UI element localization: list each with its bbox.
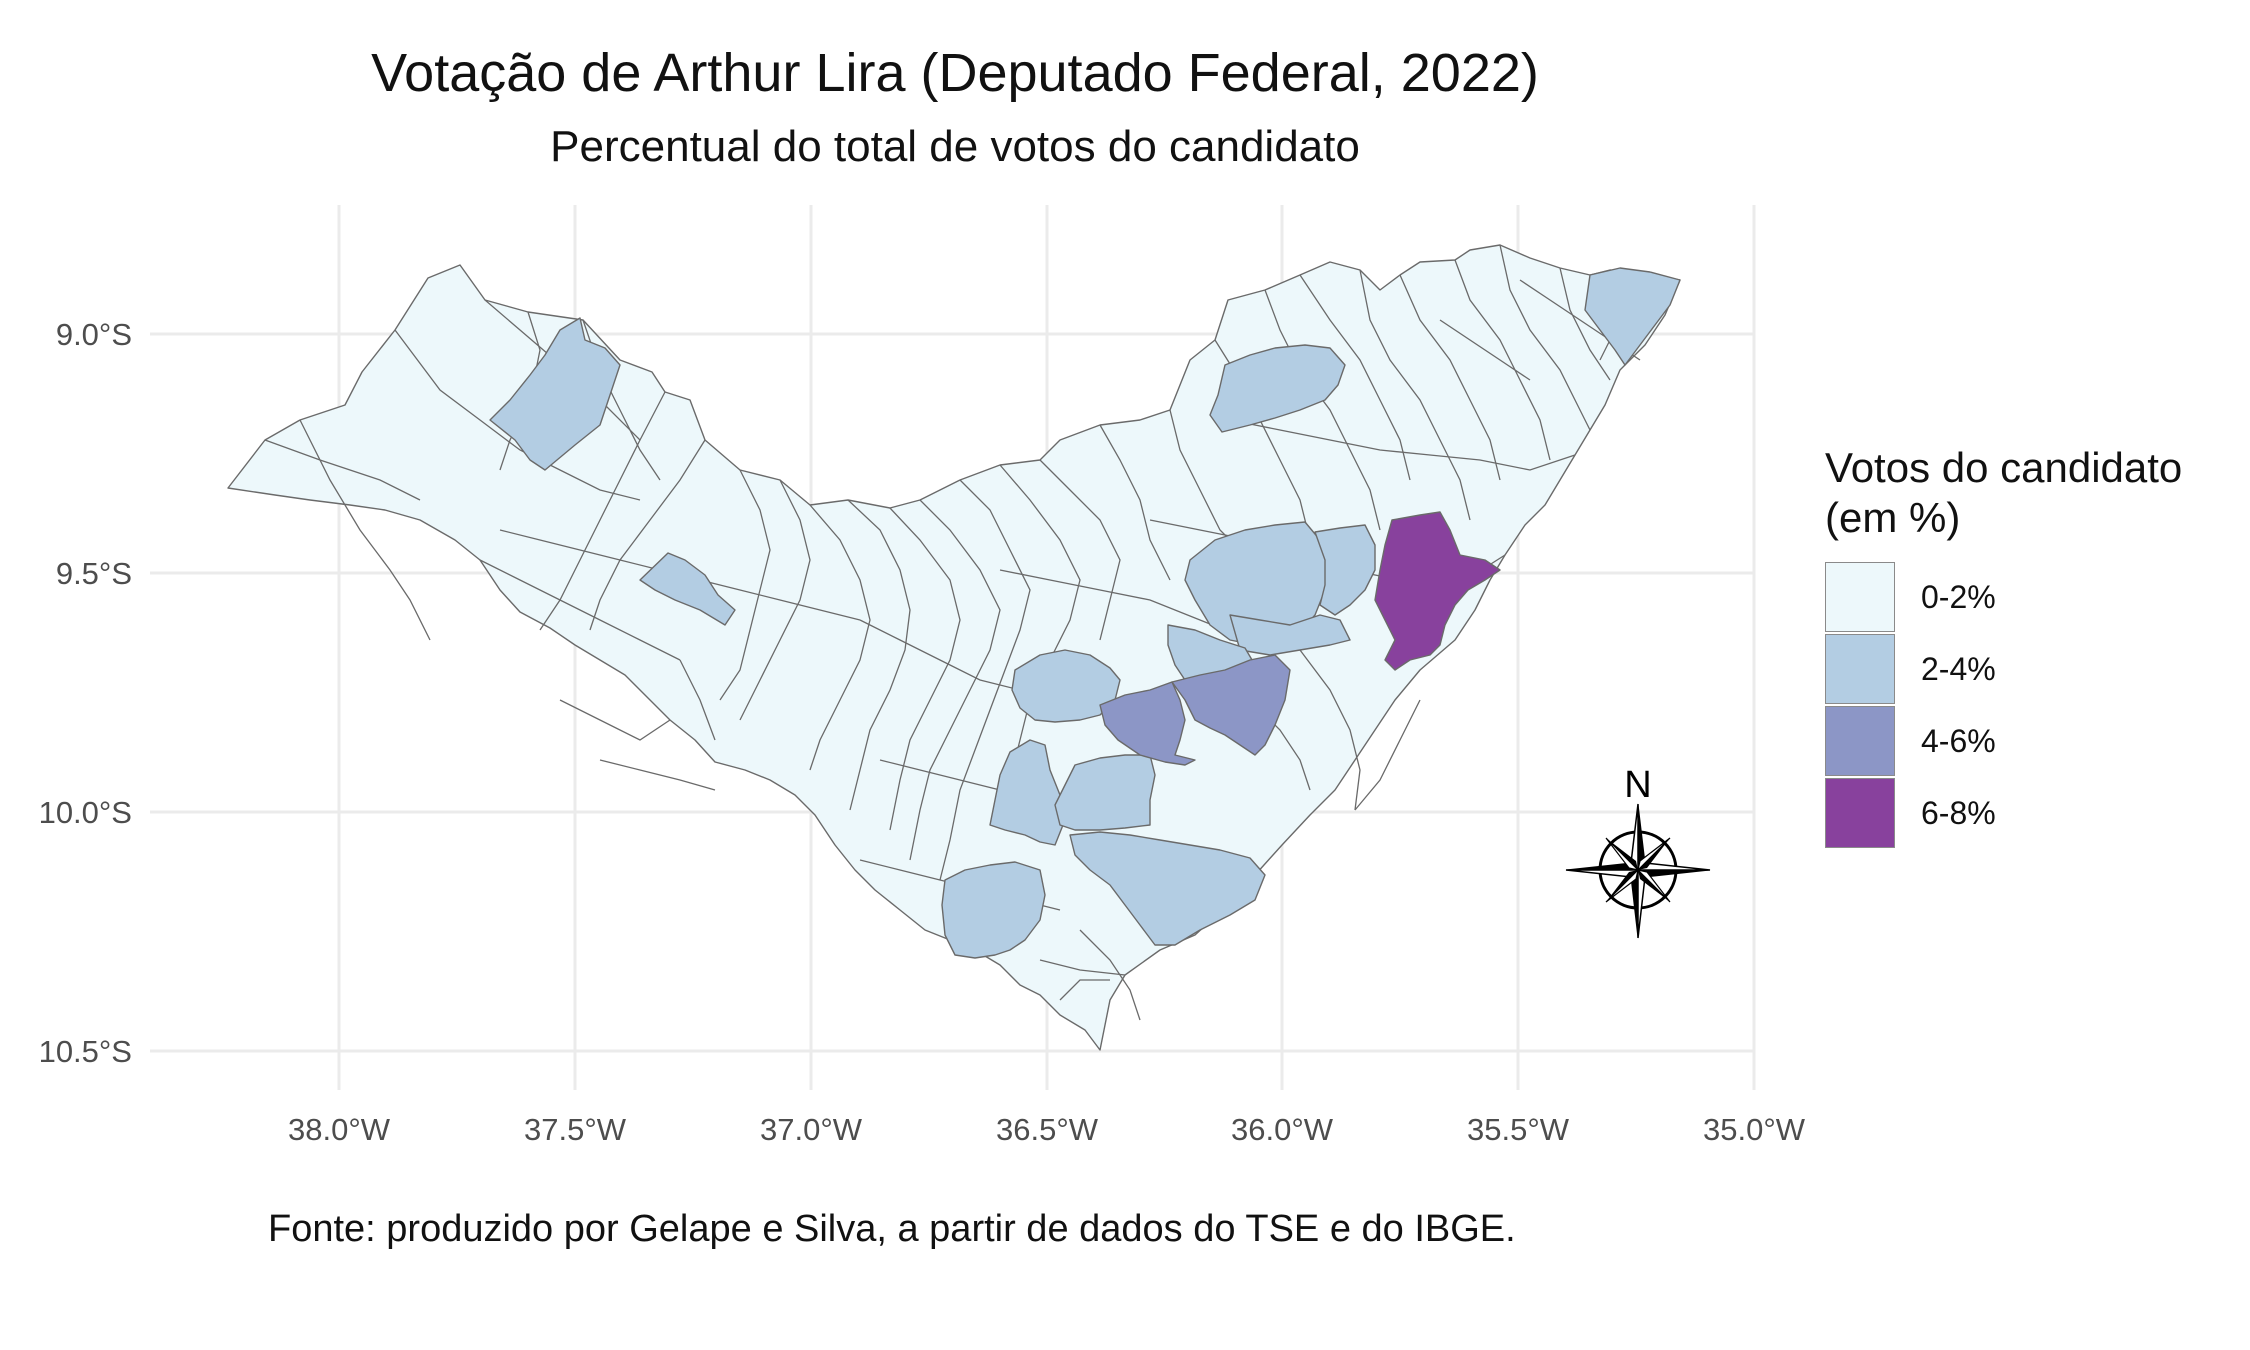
legend-item-4-6: 4-6% xyxy=(1825,705,2182,777)
legend-swatch xyxy=(1825,562,1895,632)
legend-item-2-4: 2-4% xyxy=(1825,633,2182,705)
x-tick-38-0: 38.0°W xyxy=(288,1112,391,1147)
legend-swatch xyxy=(1825,778,1895,848)
legend-label: 2-4% xyxy=(1921,650,1996,687)
compass-rose-icon xyxy=(1565,803,1711,939)
legend-label: 4-6% xyxy=(1921,722,1996,759)
legend-label: 6-8% xyxy=(1921,794,1996,831)
map-subtitle: Percentual do total de votos do candidat… xyxy=(550,122,1360,171)
y-tick-9-5: 9.5°S xyxy=(56,556,132,591)
y-tick-9-0: 9.0°S xyxy=(56,317,132,352)
y-tick-10-5: 10.5°S xyxy=(39,1034,132,1069)
legend-swatch xyxy=(1825,706,1895,776)
municipalities-6-8 xyxy=(1374,511,1501,671)
y-tick-10-0: 10.0°S xyxy=(39,795,132,830)
legend-item-0-2: 0-2% xyxy=(1825,561,2182,633)
x-tick-36-0: 36.0°W xyxy=(1231,1112,1334,1147)
municipalities-4-6 xyxy=(1099,654,1291,766)
source-caption: Fonte: produzido por Gelape e Silva, a p… xyxy=(268,1208,1516,1250)
legend-item-6-8: 6-8% xyxy=(1825,777,2182,849)
x-tick-35-0: 35.0°W xyxy=(1703,1112,1806,1147)
y-axis-labels: 9.0°S 9.5°S 10.0°S 10.5°S xyxy=(39,317,132,1069)
x-axis-labels: 38.0°W 37.5°W 37.0°W 36.5°W 36.0°W 35.5°… xyxy=(288,1112,1806,1147)
north-arrow: N xyxy=(1565,764,1711,939)
legend-title-line1: Votos do candidato xyxy=(1825,444,2183,491)
legend-title: Votos do candidato (em %) xyxy=(1825,443,2182,543)
x-tick-36-5: 36.5°W xyxy=(996,1112,1099,1147)
north-arrow-label: N xyxy=(1624,764,1651,806)
legend-swatch xyxy=(1825,634,1895,704)
x-tick-37-5: 37.5°W xyxy=(524,1112,627,1147)
x-tick-37-0: 37.0°W xyxy=(760,1112,863,1147)
x-tick-35-5: 35.5°W xyxy=(1467,1112,1570,1147)
map-title: Votação de Arthur Lira (Deputado Federal… xyxy=(371,43,1539,103)
legend-title-line2: (em %) xyxy=(1825,494,1961,541)
municipalities-2-4 xyxy=(489,267,1681,959)
legend: Votos do candidato (em %) 0-2% 2-4% 4-6%… xyxy=(1825,443,2182,849)
legend-label: 0-2% xyxy=(1921,578,1996,615)
